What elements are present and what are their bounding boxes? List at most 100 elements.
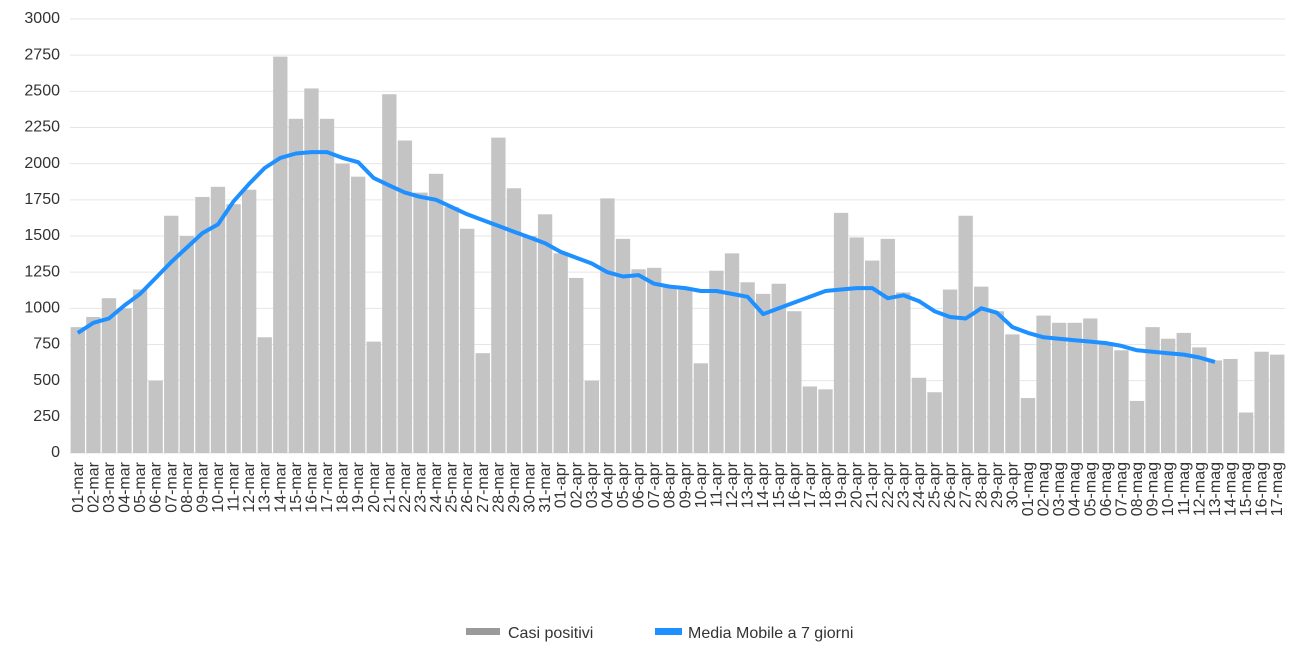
x-tick-label: 12-apr [724, 461, 741, 508]
x-tick-label: 07-mag [1113, 462, 1130, 516]
bar [491, 137, 506, 454]
x-tick-label: 16-mag [1254, 462, 1271, 516]
bar [241, 189, 257, 453]
x-tick-label: 18-apr [817, 461, 834, 508]
bar [1005, 334, 1020, 453]
x-tick-label: 11-apr [708, 461, 725, 507]
x-tick-label: 08-mar [179, 461, 196, 512]
x-tick-label: 09-mag [1145, 462, 1162, 516]
x-tick-label: 02-mar [85, 461, 102, 512]
bar [1223, 358, 1238, 453]
x-tick-label: 03-mar [101, 461, 118, 512]
x-tick-label: 14-apr [755, 461, 772, 508]
bar [865, 260, 880, 453]
x-tick-label: 26-apr [942, 461, 959, 508]
x-tick-label: 30-apr [1004, 461, 1021, 508]
x-tick-label: 03-apr [584, 461, 601, 508]
bar [428, 173, 444, 453]
bar [662, 286, 677, 453]
x-tick-label: 07-mar [163, 461, 180, 512]
bar [1238, 412, 1254, 453]
x-tick-label: 16-apr [786, 461, 803, 508]
x-tick-label: 13-apr [740, 461, 757, 508]
x-tick-label: 08-apr [662, 461, 679, 508]
bar [1051, 322, 1067, 453]
bar [86, 317, 101, 453]
legend-swatch [466, 628, 500, 635]
bar [942, 289, 958, 453]
bar [678, 288, 693, 453]
bar [537, 214, 553, 453]
bar [1161, 338, 1176, 453]
bar [273, 56, 288, 453]
bar [1207, 360, 1223, 453]
legend-swatch [655, 628, 682, 635]
x-tick-label: 01-apr [553, 461, 570, 508]
x-tick-label: 21-apr [864, 461, 881, 508]
bar [724, 253, 740, 453]
bar [366, 341, 381, 453]
bar [164, 215, 179, 453]
x-tick-label: 06-mag [1098, 462, 1115, 516]
bar [148, 380, 163, 453]
x-tick-label: 16-mar [303, 461, 320, 512]
x-tick-label: 11-mag [1176, 462, 1193, 515]
bar [1036, 315, 1051, 453]
x-tick-label: 31-mar [537, 461, 554, 512]
bar [304, 88, 319, 453]
x-tick-label: 04-apr [599, 461, 616, 508]
x-tick-label: 29-apr [989, 461, 1006, 508]
x-tick-label: 20-mar [366, 461, 383, 512]
y-tick-label: 1000 [24, 300, 60, 317]
x-tick-label: 05-apr [615, 461, 632, 508]
x-tick-label: 17-apr [802, 461, 819, 508]
y-tick-label: 2500 [24, 83, 60, 100]
x-tick-label: 04-mar [117, 461, 134, 512]
bar [70, 327, 85, 453]
x-tick-label: 25-apr [927, 461, 944, 508]
y-tick-label: 1500 [24, 227, 60, 244]
bar [1098, 343, 1114, 453]
bar [1270, 354, 1285, 453]
x-tick-label: 29-mar [506, 461, 523, 512]
bar [319, 118, 335, 453]
x-tick-label: 04-mag [1067, 462, 1084, 516]
x-tick-label: 20-apr [849, 461, 866, 508]
y-tick-label: 3000 [24, 10, 60, 27]
x-tick-label: 23-apr [895, 461, 912, 508]
bar [989, 311, 1004, 453]
x-tick-label: 03-mag [1051, 462, 1068, 516]
x-tick-label: 19-mar [350, 461, 367, 512]
bar [1145, 327, 1160, 453]
x-tick-label: 12-mar [241, 461, 258, 512]
bar [927, 392, 942, 453]
bar [460, 228, 475, 453]
bar [413, 192, 428, 453]
x-tick-label: 02-apr [568, 461, 585, 508]
bar [756, 293, 771, 453]
bar [382, 94, 397, 453]
bar [506, 188, 522, 453]
moving-average-line [76, 150, 1216, 364]
x-tick-label: 24-mar [428, 461, 445, 512]
x-tick-label: 24-apr [911, 461, 928, 508]
x-tick-label: 10-mar [210, 461, 227, 512]
y-tick-label: 2750 [24, 46, 60, 63]
x-tick-label: 28-mar [490, 461, 507, 512]
bar [646, 267, 662, 453]
bar [257, 337, 272, 453]
bar [896, 292, 911, 453]
y-tick-label: 2000 [24, 155, 60, 172]
bar [444, 207, 459, 453]
bar [288, 118, 304, 453]
x-tick-label: 25-mar [444, 461, 461, 512]
bar [522, 236, 537, 453]
y-tick-label: 500 [33, 372, 60, 389]
bar [351, 176, 366, 454]
bar [101, 298, 117, 453]
y-tick-label: 0 [51, 444, 60, 461]
x-tick-label: 26-mar [459, 461, 476, 512]
x-tick-label: 05-mar [132, 461, 149, 512]
bar [911, 377, 927, 453]
bar [553, 253, 568, 453]
